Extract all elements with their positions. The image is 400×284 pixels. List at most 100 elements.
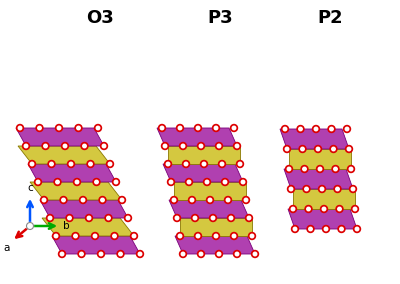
Circle shape [355, 227, 359, 231]
Circle shape [92, 233, 98, 239]
Text: c: c [27, 183, 33, 193]
Circle shape [18, 126, 22, 130]
Circle shape [301, 166, 308, 172]
Circle shape [320, 187, 324, 191]
Circle shape [184, 162, 188, 166]
Circle shape [247, 216, 251, 220]
Circle shape [28, 160, 36, 168]
Circle shape [244, 198, 248, 202]
Circle shape [303, 167, 306, 171]
Circle shape [80, 197, 86, 204]
Circle shape [305, 206, 312, 212]
Circle shape [248, 233, 256, 239]
Circle shape [198, 250, 204, 258]
Circle shape [26, 222, 34, 229]
Circle shape [282, 126, 288, 133]
Circle shape [286, 166, 292, 172]
Circle shape [287, 167, 291, 171]
Circle shape [81, 198, 85, 202]
Circle shape [336, 187, 339, 191]
Polygon shape [157, 128, 237, 146]
Circle shape [74, 179, 80, 185]
Circle shape [68, 160, 74, 168]
Circle shape [301, 147, 304, 151]
Circle shape [75, 124, 82, 131]
Circle shape [346, 145, 352, 153]
Circle shape [318, 185, 326, 193]
Circle shape [40, 197, 48, 204]
Circle shape [101, 198, 104, 202]
Circle shape [288, 185, 294, 193]
Circle shape [240, 179, 246, 185]
Circle shape [332, 147, 335, 151]
Circle shape [330, 127, 333, 131]
Circle shape [345, 127, 349, 131]
Circle shape [199, 144, 203, 148]
Circle shape [322, 207, 326, 211]
Circle shape [86, 214, 92, 222]
Circle shape [299, 145, 306, 153]
Circle shape [164, 160, 172, 168]
Text: b: b [63, 221, 70, 231]
Circle shape [347, 147, 351, 151]
Circle shape [344, 126, 350, 133]
Circle shape [211, 216, 215, 220]
Circle shape [180, 143, 186, 149]
Circle shape [175, 216, 179, 220]
Circle shape [290, 206, 296, 212]
Circle shape [98, 250, 104, 258]
Circle shape [348, 166, 354, 172]
Circle shape [230, 124, 238, 131]
Circle shape [87, 160, 94, 168]
Circle shape [124, 214, 132, 222]
Circle shape [349, 167, 353, 171]
Circle shape [93, 234, 97, 238]
Circle shape [158, 124, 166, 131]
Circle shape [236, 160, 244, 168]
Circle shape [350, 185, 356, 193]
Circle shape [293, 227, 297, 231]
Circle shape [111, 233, 118, 239]
Circle shape [204, 179, 210, 185]
Circle shape [217, 252, 221, 256]
Circle shape [54, 234, 58, 238]
Circle shape [340, 227, 343, 231]
Circle shape [30, 162, 34, 166]
Circle shape [50, 162, 53, 166]
Circle shape [120, 198, 124, 202]
Circle shape [182, 160, 190, 168]
Circle shape [99, 252, 103, 256]
Circle shape [60, 252, 64, 256]
Polygon shape [174, 182, 246, 200]
Circle shape [320, 206, 328, 212]
Circle shape [196, 126, 200, 130]
Polygon shape [288, 209, 357, 229]
Circle shape [34, 179, 42, 185]
Circle shape [186, 179, 192, 185]
Circle shape [312, 126, 320, 133]
Circle shape [224, 197, 232, 204]
Circle shape [198, 143, 204, 149]
Circle shape [353, 207, 357, 211]
Circle shape [194, 124, 202, 131]
Circle shape [95, 180, 98, 184]
Circle shape [107, 216, 110, 220]
Circle shape [138, 252, 142, 256]
Circle shape [42, 143, 49, 149]
Circle shape [354, 225, 360, 233]
Circle shape [218, 160, 226, 168]
Circle shape [58, 250, 66, 258]
Circle shape [126, 216, 130, 220]
Circle shape [96, 126, 100, 130]
Circle shape [338, 207, 341, 211]
Circle shape [316, 166, 324, 172]
Circle shape [174, 214, 180, 222]
Circle shape [176, 124, 184, 131]
Circle shape [351, 187, 355, 191]
Circle shape [190, 198, 194, 202]
Circle shape [102, 144, 106, 148]
Circle shape [62, 198, 65, 202]
Circle shape [176, 233, 184, 239]
Circle shape [80, 252, 83, 256]
Circle shape [220, 162, 224, 166]
